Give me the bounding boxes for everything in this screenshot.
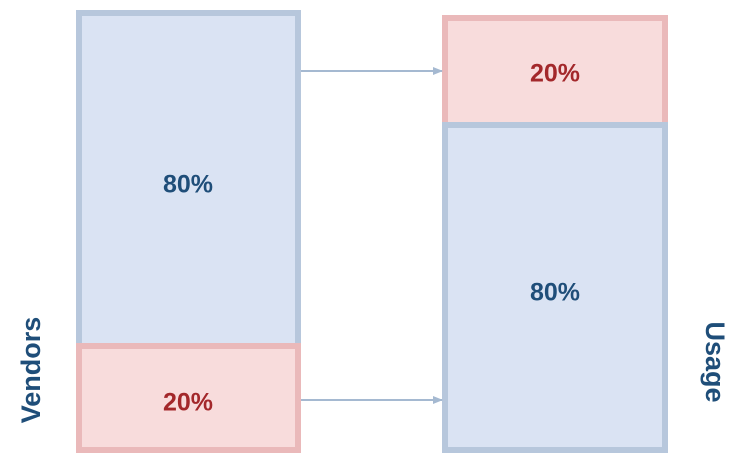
box-label: 80% xyxy=(530,279,580,307)
box-label: 20% xyxy=(163,389,213,417)
column-label: Vendors xyxy=(16,317,46,424)
box-label: 20% xyxy=(530,60,580,88)
box xyxy=(76,343,301,453)
box-label: 80% xyxy=(163,171,213,199)
box xyxy=(442,122,668,453)
box xyxy=(76,10,301,349)
column-label: Usage xyxy=(700,321,730,402)
left-column: 80% 20% Vendors xyxy=(16,10,301,453)
right-column: 20% 80% Usage xyxy=(442,15,730,453)
